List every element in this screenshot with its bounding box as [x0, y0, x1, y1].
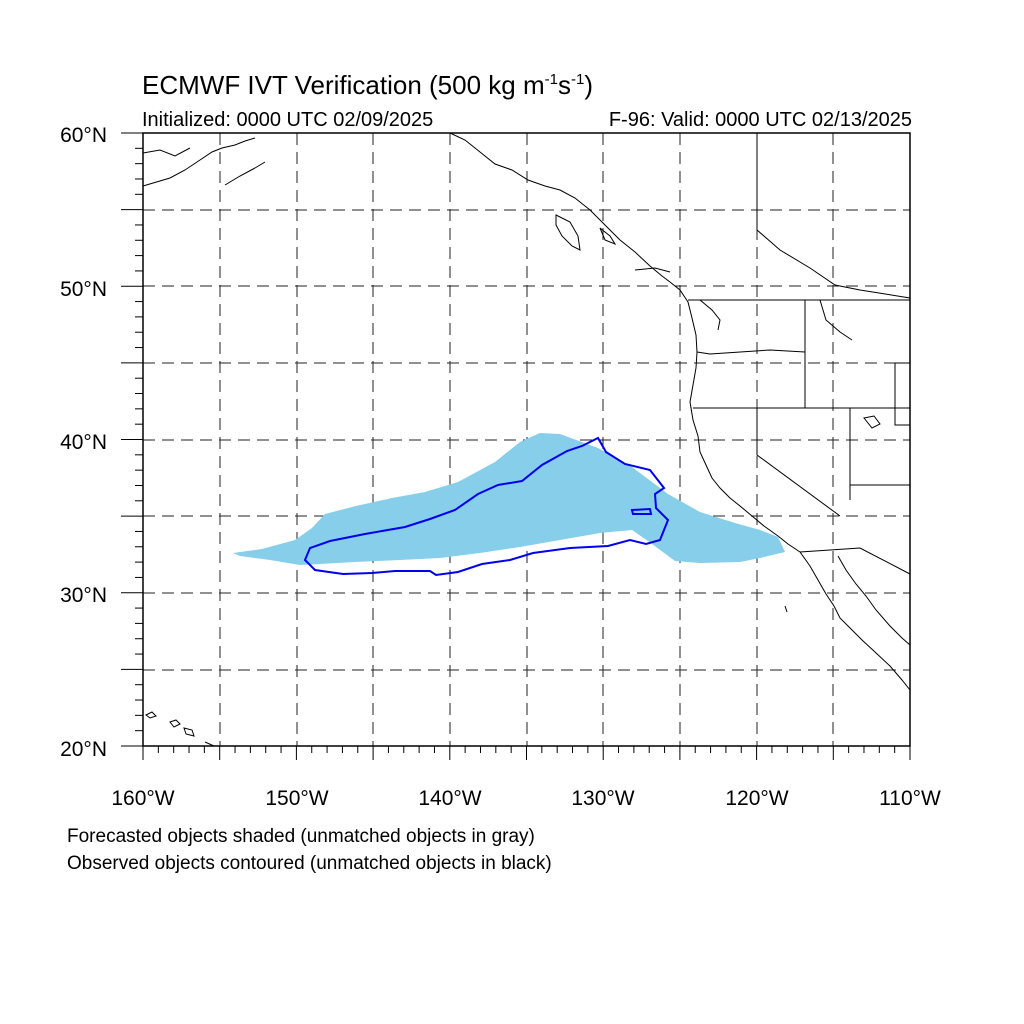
- lat-label: 20°N: [60, 738, 107, 761]
- initialized-time: Initialized: 0000 UTC 02/09/2025: [142, 109, 434, 131]
- lon-label: 160°W: [111, 787, 174, 810]
- observed-object: [303, 436, 670, 577]
- lon-label: 150°W: [265, 787, 328, 810]
- lat-labels: 60°N 50°N 40°N 30°N 20°N: [60, 124, 107, 761]
- valid-time: F-96: Valid: 0000 UTC 02/13/2025: [608, 109, 912, 131]
- tick-marks: [121, 132, 911, 760]
- footnote-observed: Observed objects contoured (unmatched ob…: [67, 853, 552, 874]
- map-title: ECMWF IVT Verification (500 kg m-1s-1): [142, 70, 593, 100]
- lon-label: 140°W: [418, 787, 481, 810]
- lon-label: 130°W: [571, 787, 634, 810]
- lon-label: 110°W: [879, 787, 941, 810]
- lon-label: 120°W: [725, 787, 788, 810]
- observed-object-small: [630, 507, 653, 515]
- lat-label: 60°N: [60, 124, 107, 147]
- lat-label: 40°N: [60, 431, 107, 454]
- coastlines: [142, 132, 911, 747]
- footnote-forecast: Forecasted objects shaded (unmatched obj…: [67, 826, 535, 847]
- lat-label: 50°N: [60, 278, 107, 301]
- lon-labels: 160°W 150°W 140°W 130°W 120°W 110°W: [111, 787, 941, 810]
- lat-label: 30°N: [60, 584, 107, 607]
